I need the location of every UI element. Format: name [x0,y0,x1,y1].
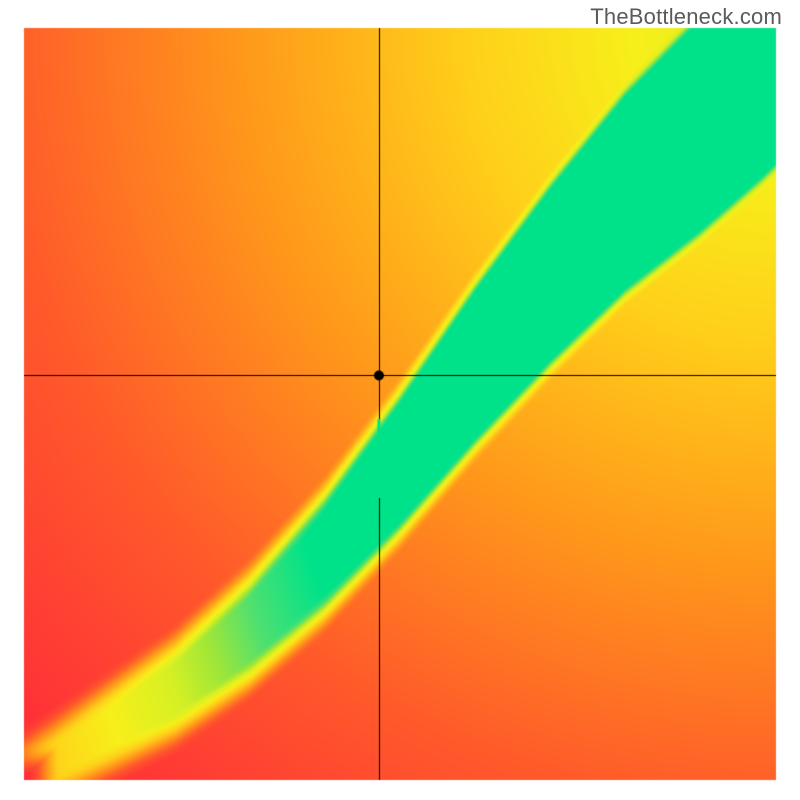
watermark-label: TheBottleneck.com [590,4,782,30]
bottleneck-heatmap-canvas [0,0,800,800]
